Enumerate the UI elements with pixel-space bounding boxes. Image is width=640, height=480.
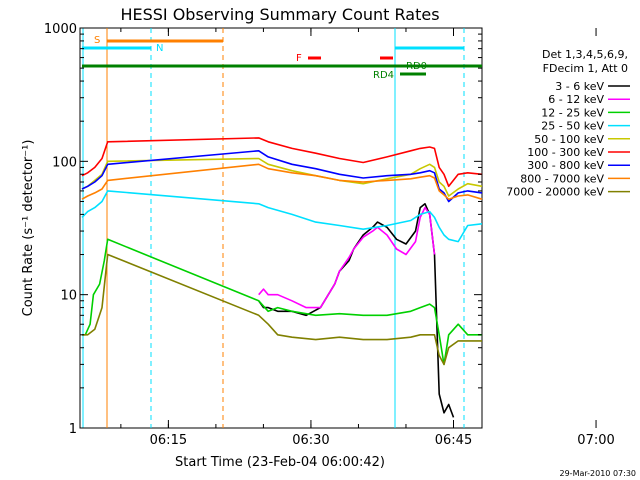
series-line [81,190,483,243]
y-tick-label: 1 [69,422,77,437]
interval-label: N [156,43,163,54]
interval-label: RD0 [406,61,427,72]
legend-entry: 300 - 800 keV [527,159,604,172]
legend: Det 1,3,4,5,6,9,FDecim 1, Att 0 3 - 6 keV… [506,48,630,199]
x-tick-label: 06:45 [435,433,472,448]
series-line [258,206,436,309]
interval-label: RD4 [373,70,394,81]
x-tick-label: 06:15 [150,433,187,448]
footer-timestamp: 29-Mar-2010 07:30 [560,469,637,478]
y-axis: 1 10 100 1000 [44,22,482,437]
x-tick-label: 06:30 [292,433,329,448]
series-line [82,253,482,366]
y-axis-label: Count Rate (s⁻¹ detector⁻¹) [21,140,36,317]
legend-entry: 6 - 12 keV [548,93,604,106]
legend-entry: 800 - 7000 keV [520,172,604,185]
legend-header: Det 1,3,4,5,6,9, [542,48,628,61]
legend-entry: 100 - 300 keV [527,146,604,159]
y-tick-label: 1000 [44,22,77,37]
series-layer [81,137,483,418]
legend-entry: 50 - 100 keV [534,133,604,146]
chart-title: HESSI Observing Summary Count Rates [120,5,439,24]
interval-label: F [296,53,302,64]
plot-area [79,27,483,429]
observing-intervals: S N F RD0 RD4 [82,28,482,428]
series-line [81,137,483,188]
legend-header: FDecim 1, Att 0 [543,62,628,75]
series-line [81,163,483,200]
legend-entry: 25 - 50 keV [541,120,604,133]
legend-entry: 3 - 6 keV [555,80,604,93]
y-tick-label: 10 [60,289,77,304]
legend-entry: 7000 - 20000 keV [506,186,604,199]
x-tick-label: 07:00 [577,433,614,448]
series-line [82,238,482,366]
y-tick-label: 100 [52,155,77,170]
interval-label: S [94,35,100,46]
legend-entry: 12 - 25 keV [541,106,604,119]
x-axis-label: Start Time (23-Feb-04 06:00:42) [175,455,385,470]
